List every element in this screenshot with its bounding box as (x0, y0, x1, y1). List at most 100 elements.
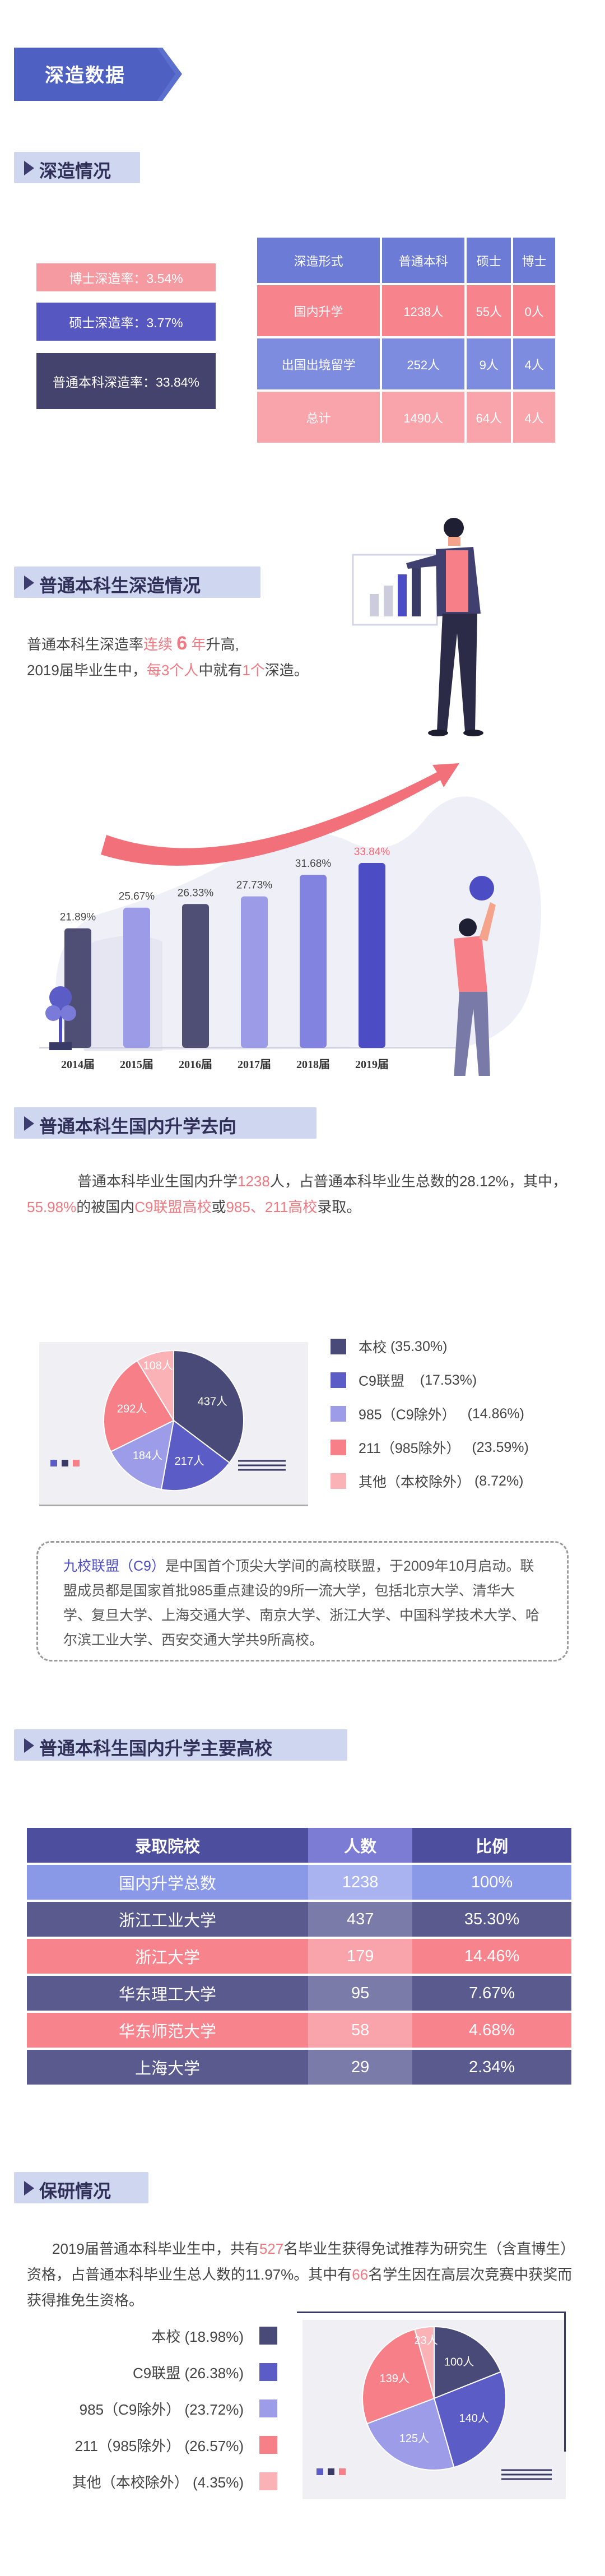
pie-slice (434, 2326, 502, 2399)
legend-item: 其他（本校除外） (8.72%) (331, 1471, 524, 1491)
table-cell: 64人 (464, 389, 514, 445)
pie1-card-underline (39, 1505, 308, 1506)
decor-square (328, 2468, 334, 2475)
decor-square (339, 2468, 346, 2475)
s3-paragraph: 普通本科毕业生国内升学1238人，占普通本科毕业生总数的28.12%，其中， 55… (27, 1168, 576, 1220)
text-highlight-number: 6 (176, 633, 188, 654)
table-cell: 179 (308, 1939, 413, 1974)
decor-square (62, 1460, 68, 1466)
table-header: 博士 (511, 235, 557, 285)
table-cell: 1490人 (380, 389, 467, 445)
triangle-icon (24, 161, 34, 175)
table-header: 普通本科 (380, 235, 467, 285)
bar-value-label: 31.68% (295, 858, 332, 870)
pie-slice-label: 23人 (415, 2334, 438, 2347)
triangle-icon (24, 2181, 34, 2196)
s2-paragraph: 普通本科生深造率连续 6 年升高, 2019届毕业生中，每3个人中就有1个深造。 (27, 630, 309, 683)
text-highlight: 527 (259, 2240, 284, 2257)
text-highlight: C9联盟高校 (134, 1199, 212, 1215)
text-segment: 或 (211, 1199, 226, 1215)
bar-category-label: 2015届 (120, 1059, 153, 1071)
pie-slice-label: 125人 (399, 2432, 429, 2445)
legend-item: 211（985除外） (23.59%) (331, 1437, 529, 1458)
legend-swatch (259, 2399, 277, 2417)
pie-slice (103, 1359, 175, 1452)
table-cell: 252人 (380, 336, 467, 392)
pie-slice-label: 217人 (175, 1455, 204, 1468)
legend-label: C9联盟 (359, 1373, 404, 1389)
legend-label: 985（C9除外） (359, 1407, 456, 1423)
table-cell: 437 (308, 1902, 413, 1937)
rate-master: 硕士深造率：3.77% (36, 303, 216, 341)
table-cell: 出国出境留学 (254, 336, 383, 392)
pie-chart-recommend: 100人 140人 125人 139人 23人 (317, 2326, 552, 2480)
table-header: 深造形式 (254, 235, 383, 285)
text-highlight: 55.98% (27, 1199, 77, 1215)
table-cell: 14.46% (412, 1939, 571, 1974)
note-title: 九校联盟（C9） (63, 1558, 165, 1574)
table-header: 硕士 (464, 235, 514, 285)
text-highlight: 985、211高校 (226, 1199, 318, 1215)
legend-item: 985（C9除外） (14.86%) (331, 1404, 524, 1424)
legend-percent: (14.86%) (467, 1405, 524, 1422)
table-header: 比例 (412, 1828, 571, 1863)
pie-slice (110, 1419, 175, 1491)
decor-square (50, 1460, 57, 1466)
table-cell: 4人 (511, 389, 557, 445)
legend-swatch (259, 2363, 277, 2381)
table-cell: 华东理工大学 (27, 1976, 309, 2011)
bar-value-label: 27.73% (236, 880, 273, 892)
pie-slice-label: 100人 (444, 2355, 474, 2368)
table-cell: 1238人 (380, 283, 467, 338)
table-cell: 9人 (464, 336, 514, 392)
table-cell: 国内升学总数 (27, 1865, 309, 1900)
table-cell: 4人 (511, 336, 557, 392)
bar (182, 904, 209, 1048)
section-title: 普通本科生国内升学主要高校 (39, 1738, 273, 1758)
pie-slice-label: 108人 (143, 1359, 173, 1372)
table-cell: 国内升学 (254, 283, 383, 338)
bar (123, 907, 150, 1048)
pie-slice-label: 184人 (133, 1449, 162, 1462)
text-segment: 普通本科生深造率 (27, 636, 144, 653)
trend-arrow (101, 763, 459, 866)
table-cell: 0人 (511, 283, 557, 338)
bar-category-label: 2019届 (355, 1059, 389, 1071)
table-cell: 29 (308, 2050, 413, 2085)
plant-illustration (45, 986, 76, 1050)
section-title: 普通本科生深造情况 (39, 575, 201, 596)
pie-slice-label: 437人 (198, 1395, 227, 1408)
table-cell: 7.67% (412, 1976, 571, 2011)
text-segment: 名毕业生获得免试推荐为研究生（含直博生）资格，占普通本科毕业生总人数的11.97… (27, 2240, 575, 2283)
decor-square (73, 1460, 80, 1466)
pie-slice (414, 2326, 435, 2399)
c9-note-box: 九校联盟（C9）是中国首个顶尖大学间的高校联盟，于2009年10月启动。联盟成员… (36, 1541, 569, 1661)
legend-item: 本校 (35.30%) (331, 1336, 447, 1357)
pie-slice-label: 292人 (117, 1402, 147, 1415)
text-segment: 2019届毕业生中， (27, 662, 147, 679)
bar-value-label: 25.67% (119, 891, 155, 903)
pie-slice-label: 140人 (459, 2412, 489, 2425)
text-segment: 中就有 (198, 662, 243, 679)
section-title: 普通本科生国内升学去向 (39, 1116, 237, 1136)
s5-paragraph: 2019届普通本科毕业生中，共有527名毕业生获得免试推荐为研究生（含直博生）资… (27, 2236, 576, 2313)
bar-category-label: 2016届 (179, 1059, 212, 1071)
text-segment: 深造。 (264, 662, 309, 679)
legend-percent: (23.59%) (472, 1439, 529, 1455)
legend-swatch (331, 1339, 346, 1354)
rate-phd: 博士深造率：3.54% (36, 263, 216, 291)
legend-label: 其他（本校除外） (359, 1474, 471, 1490)
pie-chart-domestic: 437人 217人 184人 292人 108人 (50, 1349, 286, 1491)
table-cell: 100% (412, 1865, 571, 1900)
table-cell: 1238 (308, 1865, 413, 1900)
chart-background-blob (55, 796, 541, 1051)
legend-swatch (259, 2472, 277, 2490)
bar-value-label: 26.33% (178, 887, 214, 899)
note-text: 是中国首个顶尖大学间的高校联盟，于2009年10月启动。联盟成员都是国家首批98… (63, 1558, 540, 1648)
text-segment: 2019届普通本科毕业生中，共有 (52, 2240, 259, 2257)
legend-item: 其他（本校除外） (4.35%) (72, 2471, 277, 2491)
pie-slice (433, 2371, 506, 2468)
legend-item: C9联盟 (17.53%) (331, 1370, 477, 1390)
table-cell: 浙江工业大学 (27, 1902, 309, 1937)
triangle-icon (24, 1116, 34, 1131)
